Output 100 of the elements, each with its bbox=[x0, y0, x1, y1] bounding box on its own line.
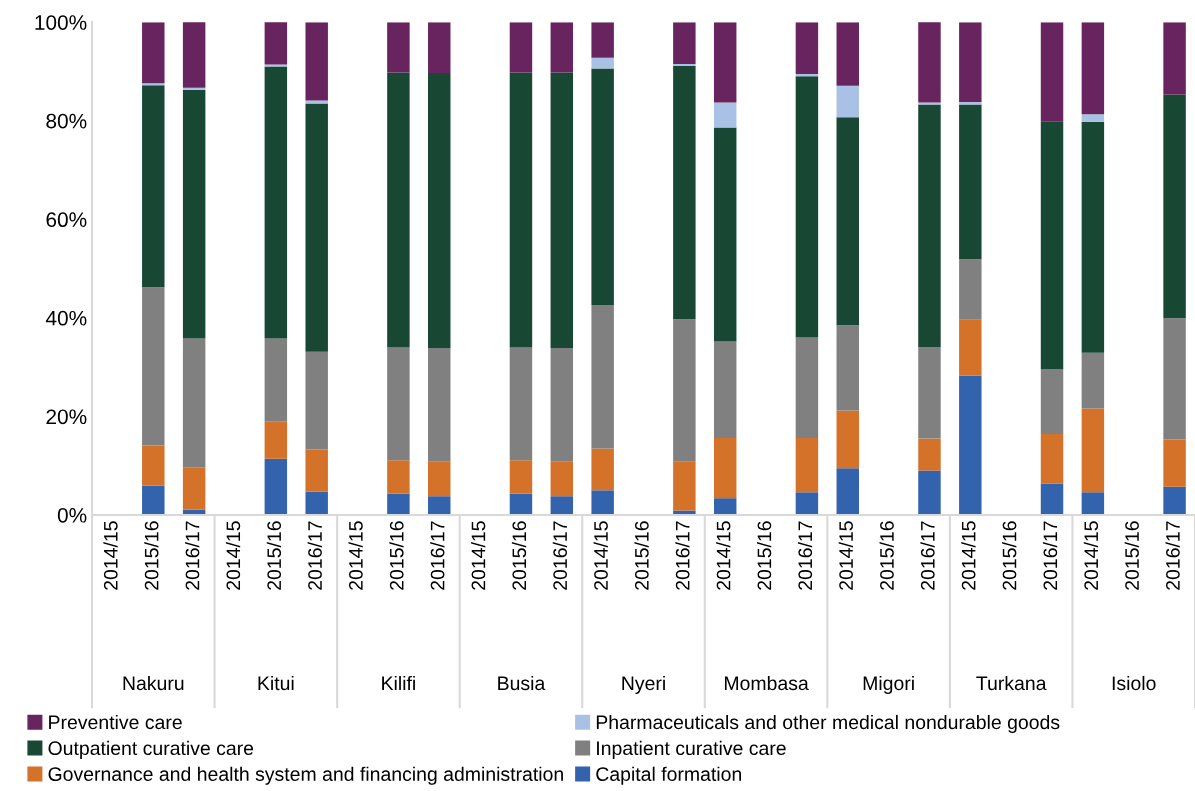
x-tick-label: 2015/16 bbox=[389, 521, 404, 590]
x-tick-label: 2015/16 bbox=[266, 521, 282, 590]
x-tick-label: 2014/15 bbox=[225, 521, 241, 590]
legend-label: Capital formation bbox=[596, 766, 741, 785]
bar bbox=[387, 347, 410, 461]
bar bbox=[142, 485, 165, 515]
bar bbox=[1081, 121, 1105, 353]
text: Nyeri bbox=[622, 675, 665, 695]
x-tick-label: 2015/16 bbox=[1124, 521, 1139, 590]
bar bbox=[182, 22, 206, 88]
text: Kitui bbox=[258, 675, 294, 691]
bar bbox=[1163, 439, 1186, 487]
bar bbox=[713, 127, 737, 342]
x-tick-label: 2016/17 bbox=[920, 521, 935, 590]
bar bbox=[591, 305, 614, 449]
bar bbox=[428, 496, 451, 515]
bar bbox=[795, 492, 819, 515]
bar bbox=[713, 341, 737, 439]
x-tick-label: 2014/15 bbox=[593, 521, 608, 590]
bar bbox=[1163, 318, 1186, 440]
bar bbox=[264, 22, 288, 65]
legend-label: Governance and health system and financing administration bbox=[48, 766, 563, 785]
y-tick-label: 20% bbox=[46, 409, 87, 425]
text: Migori bbox=[863, 675, 914, 695]
bar bbox=[305, 449, 328, 492]
bar bbox=[1040, 369, 1064, 435]
bar bbox=[959, 375, 982, 515]
bar bbox=[550, 347, 574, 462]
bar bbox=[387, 22, 410, 73]
bar bbox=[509, 493, 533, 515]
bar bbox=[795, 337, 819, 439]
bar bbox=[591, 448, 614, 491]
bar bbox=[305, 491, 328, 515]
bar bbox=[1040, 22, 1064, 122]
x-tick-label: 2014/15 bbox=[838, 521, 853, 590]
text: Turkana bbox=[976, 675, 1047, 691]
x-tick-label: 2014/15 bbox=[471, 521, 486, 590]
x-tick-label: 2015/16 bbox=[1002, 521, 1017, 590]
bar bbox=[1040, 121, 1064, 370]
bar bbox=[142, 22, 165, 84]
bar bbox=[509, 460, 533, 494]
bar bbox=[1081, 492, 1105, 515]
bar bbox=[1081, 114, 1105, 122]
bar bbox=[836, 117, 859, 326]
bar bbox=[550, 496, 574, 515]
y-tick-label: 60% bbox=[46, 212, 87, 228]
bar bbox=[591, 22, 614, 58]
text: Isiolo bbox=[1112, 675, 1156, 691]
bar bbox=[305, 22, 328, 101]
bar bbox=[1163, 486, 1186, 515]
x-tick-label: 2014/15 bbox=[961, 521, 976, 590]
bar bbox=[142, 445, 165, 486]
bar bbox=[509, 22, 533, 73]
text: Nakuru bbox=[123, 675, 184, 691]
bar bbox=[264, 66, 288, 339]
x-tick-label: 2016/17 bbox=[1042, 521, 1058, 590]
bar bbox=[673, 319, 696, 462]
bar bbox=[264, 458, 288, 515]
bar bbox=[550, 461, 574, 497]
bar bbox=[795, 22, 819, 74]
legend-label: Pharmaceuticals and other medical nondurable goods bbox=[596, 714, 1060, 734]
x-tick-label: 2014/15 bbox=[103, 521, 118, 590]
bar bbox=[387, 493, 410, 515]
bar bbox=[305, 351, 328, 450]
bar bbox=[836, 22, 859, 86]
bar bbox=[1081, 408, 1105, 493]
bar bbox=[550, 72, 574, 348]
bar bbox=[673, 22, 696, 65]
bar bbox=[428, 461, 451, 497]
bar bbox=[142, 85, 165, 288]
text: Busia bbox=[498, 675, 546, 691]
bar bbox=[550, 22, 574, 73]
bar bbox=[428, 347, 451, 462]
bar bbox=[182, 467, 206, 510]
legend-label: Preventive care bbox=[49, 714, 182, 730]
bar bbox=[713, 498, 737, 515]
bar bbox=[713, 102, 737, 128]
bar bbox=[959, 319, 982, 376]
bar bbox=[673, 66, 696, 320]
bar bbox=[182, 338, 206, 468]
bar bbox=[509, 72, 533, 348]
x-tick-label: 2015/16 bbox=[511, 521, 527, 590]
bar bbox=[795, 438, 819, 493]
bar bbox=[264, 338, 288, 422]
bar bbox=[1040, 434, 1064, 484]
bar bbox=[918, 22, 941, 103]
bar bbox=[918, 438, 941, 471]
bar bbox=[836, 325, 859, 411]
y-tick-label: 80% bbox=[46, 113, 87, 129]
y-tick-label: 100% bbox=[35, 15, 87, 30]
bar bbox=[918, 104, 941, 347]
x-tick-label: 2016/17 bbox=[797, 521, 813, 590]
bar bbox=[795, 76, 819, 338]
bar bbox=[428, 22, 451, 73]
bar bbox=[387, 460, 410, 494]
y-tick-label: 40% bbox=[45, 310, 87, 326]
bar bbox=[509, 347, 533, 461]
bar bbox=[959, 22, 982, 102]
bar bbox=[387, 72, 410, 348]
bar bbox=[918, 470, 941, 515]
